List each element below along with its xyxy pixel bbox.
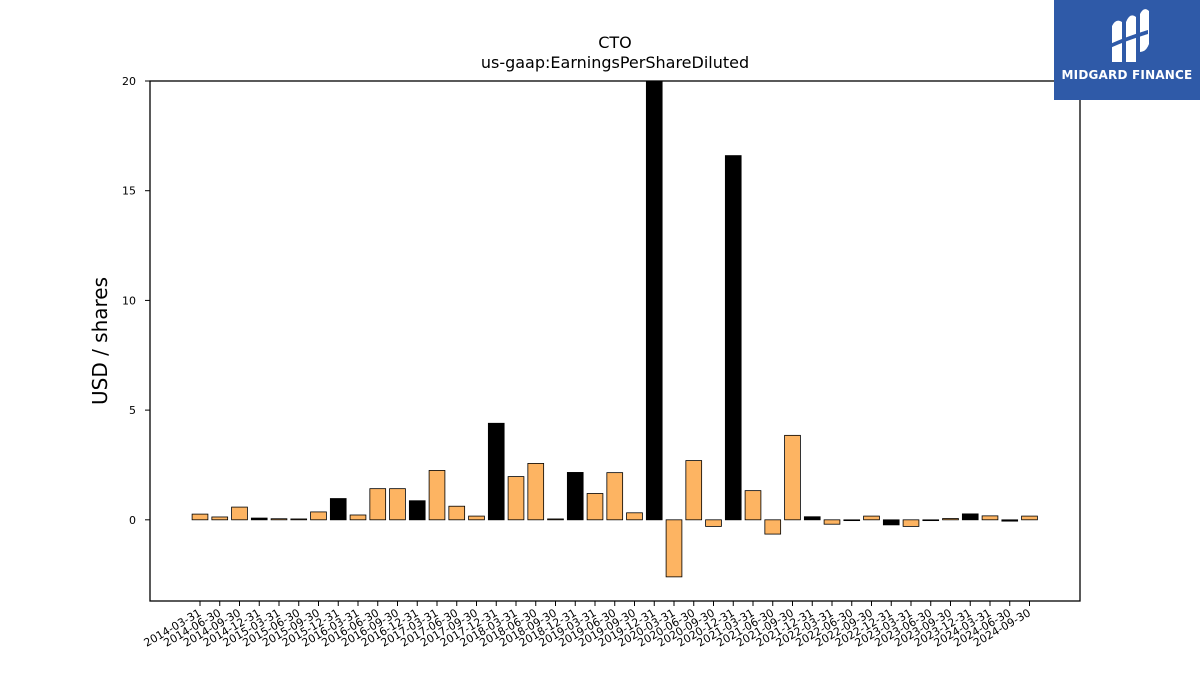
bar-2019-09-30 [626, 512, 643, 521]
bar-2021-06-30 [764, 519, 782, 535]
bar-2016-06-30 [369, 488, 387, 521]
bar-2018-12-31 [566, 472, 584, 521]
bar-2018-09-30 [547, 518, 564, 521]
bar-2020-03-31 [665, 519, 683, 578]
bar-2018-06-30 [527, 463, 545, 521]
bar-2020-09-30 [705, 519, 722, 527]
y-ticks: 0 5 10 15 20 [122, 75, 150, 527]
y-tick-label: 10 [122, 294, 136, 307]
y-axis-label: USD / shares [88, 277, 112, 405]
bar-2015-06-30 [290, 518, 308, 521]
bar-2022-06-30 [843, 519, 861, 522]
midgard-finance-logo: MIDGARD FINANCE [1054, 0, 1200, 100]
chart-title: CTO [598, 33, 632, 52]
bar-2016-03-31 [349, 514, 367, 521]
y-tick-label: 15 [122, 185, 136, 198]
bar-2021-12-31 [803, 516, 821, 521]
bar-2021-03-31 [744, 490, 762, 521]
bar-2015-03-31 [270, 518, 288, 521]
bar-2014-09-30 [231, 506, 248, 521]
bar-2021-09-30 [784, 434, 801, 521]
bar-2024-03-31 [981, 515, 999, 521]
bar-2016-12-31 [408, 500, 426, 521]
logo-text: MIDGARD FINANCE [1061, 68, 1193, 82]
bar-2022-12-31 [882, 519, 900, 526]
bar-2019-03-31 [586, 493, 604, 521]
bar-2016-09-30 [389, 488, 406, 521]
bar-2018-03-31 [507, 476, 525, 521]
y-tick-label: 0 [129, 514, 136, 527]
x-ticks: 2014-03-312014-06-302014-09-302014-12-31… [142, 601, 1033, 650]
bar-2017-12-31 [487, 422, 505, 521]
plot-area-frame [149, 80, 1081, 602]
bar-2023-12-31 [961, 513, 979, 521]
bar-2014-12-31 [250, 517, 268, 521]
bars-layer [191, 80, 1038, 578]
y-tick-label: 5 [129, 404, 136, 417]
bar-2024-06-30 [1001, 519, 1019, 522]
bar-2019-12-31 [645, 80, 663, 521]
y-tick-label: 20 [122, 75, 136, 88]
chart-subtitle: us-gaap:EarningsPerShareDiluted [481, 53, 749, 72]
bar-2017-09-30 [468, 515, 485, 521]
bar-2017-06-30 [448, 505, 466, 521]
bar-2017-03-31 [428, 470, 446, 521]
bar-2023-06-30 [922, 519, 940, 522]
bar-2015-12-31 [329, 498, 347, 521]
bar-2014-06-30 [211, 516, 229, 521]
bar-2020-06-30 [685, 460, 703, 521]
bar-2022-03-31 [823, 519, 841, 525]
bar-2023-03-31 [902, 519, 920, 527]
bar-2023-09-30 [942, 518, 959, 521]
bar-2020-12-31 [724, 155, 742, 521]
bar-2014-03-31 [191, 513, 209, 521]
midgard-m-logo-icon [1106, 9, 1149, 63]
bar-2015-09-30 [310, 511, 327, 521]
bar-2019-06-30 [606, 472, 624, 521]
bar-2024-09-30 [1021, 515, 1038, 521]
bar-2022-09-30 [863, 515, 880, 521]
